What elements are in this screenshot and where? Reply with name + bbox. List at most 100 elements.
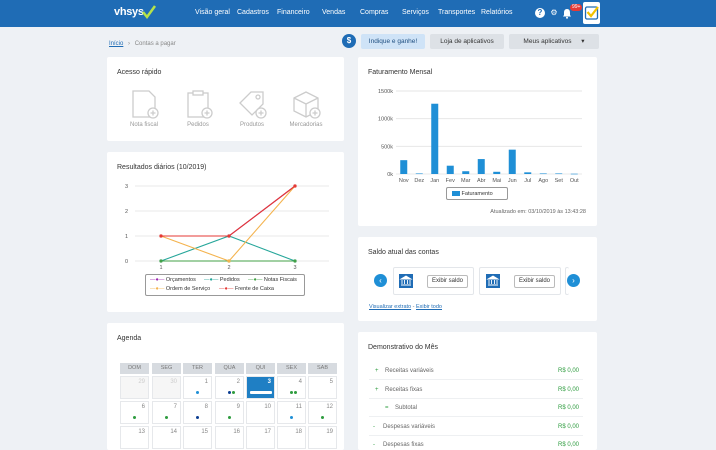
bar — [400, 160, 408, 174]
calendar-day[interactable]: 10 — [246, 401, 275, 424]
bar — [431, 103, 439, 174]
demonstrativo-row[interactable]: + Receitas variáveis R$ 0,00 — [369, 363, 583, 380]
nav-cadastros[interactable]: Cadastros — [237, 9, 269, 16]
legend-orcamentos[interactable]: —●— Orçamentos — [150, 277, 196, 283]
exibir-todo-link[interactable]: Exibir todo — [416, 304, 442, 310]
calendar-day[interactable]: 9 — [215, 401, 244, 424]
row-bullet: = — [385, 405, 389, 411]
demonstrativo-title: Demonstrativo do Mês — [368, 344, 439, 351]
legend-pedidos[interactable]: —●— Pedidos — [204, 277, 240, 283]
calendar-day-number: 9 — [236, 404, 240, 410]
bar — [462, 171, 470, 174]
calendar-day[interactable]: 6 — [120, 401, 149, 424]
avatar-check-icon — [584, 6, 599, 20]
calendar-day[interactable]: 8 — [183, 401, 212, 424]
help-icon[interactable]: ? — [535, 8, 545, 18]
calendar-event-dot — [165, 416, 168, 419]
nav-vendas[interactable]: Vendas — [322, 9, 346, 16]
quick-nota-fiscal[interactable]: Nota fiscal — [124, 89, 164, 128]
quick-produtos[interactable]: Produtos — [232, 89, 272, 128]
invoice-icon — [132, 90, 159, 119]
calendar-day[interactable]: 11 — [277, 401, 306, 424]
indique-button[interactable]: Indique e ganhe! — [361, 34, 425, 49]
calendar-day[interactable]: 14 — [152, 426, 181, 449]
meus-aplicativos-button[interactable]: Meus aplicativos ▾ — [509, 34, 599, 49]
legend-ordem-servico[interactable]: —●— Ordem de Serviço — [150, 286, 211, 292]
saldo-next-button[interactable]: › — [567, 274, 580, 287]
legend-faturamento-label: Faturamento — [461, 191, 493, 197]
loja-aplicativos-button[interactable]: Loja de aplicativos — [430, 34, 504, 49]
demonstrativo-row[interactable]: - Despesas fixas R$ 0,00 — [369, 437, 583, 450]
row-bullet: - — [373, 424, 375, 430]
data-point — [227, 234, 231, 238]
calendar-day[interactable]: 16 — [215, 426, 244, 449]
calendar-day[interactable]: 13 — [120, 426, 149, 449]
exibir-saldo-button-1[interactable]: Exibir saldo — [427, 275, 469, 288]
row-bullet: + — [375, 368, 379, 374]
nav-visao-geral[interactable]: Visão geral — [195, 9, 230, 16]
calendar-weekday: SEG — [152, 363, 181, 374]
dollar-button[interactable]: $ — [342, 34, 356, 48]
legend-frente-caixa[interactable]: —●— Frente de Caixa — [219, 286, 274, 292]
nav-compras[interactable]: Compras — [360, 9, 389, 16]
bar — [446, 165, 454, 174]
calendar-day[interactable]: 4 — [277, 376, 306, 399]
y-tick-label: 0k — [387, 172, 393, 178]
calendar-event-marker[interactable] — [250, 391, 272, 394]
visualizar-extrato-link[interactable]: Visualizar extrato — [369, 304, 412, 310]
calendar-day[interactable]: 29 — [120, 376, 149, 399]
y-tick-label: 1000k — [378, 117, 393, 123]
calendar-day[interactable]: 12 — [308, 401, 337, 424]
x-tick-label: Jan — [430, 178, 439, 184]
bar — [508, 149, 516, 174]
nav-relatorios[interactable]: Relatórios — [481, 9, 513, 16]
faturamento-title: Faturamento Mensal — [368, 69, 433, 76]
x-tick-label: Dez — [414, 178, 424, 184]
calendar-day-number: 18 — [295, 429, 302, 435]
top-navbar: vhsys Visão geral Cadastros Financeiro V… — [0, 0, 716, 27]
calendar-day[interactable]: 3 — [246, 376, 275, 399]
demonstrativo-row[interactable]: = Subtotal R$ 0,00 — [369, 400, 583, 417]
breadcrumb-home[interactable]: Início — [109, 41, 124, 47]
calendar-day[interactable]: 2 — [215, 376, 244, 399]
calendar-day[interactable]: 7 — [152, 401, 181, 424]
nav-transportes[interactable]: Transportes — [438, 9, 476, 16]
legend-pedidos-label: Pedidos — [219, 277, 240, 283]
data-point — [293, 259, 297, 263]
acesso-rapido-title: Acesso rápido — [117, 69, 162, 76]
bell-icon[interactable] — [562, 8, 572, 19]
calendar-day-number: 29 — [138, 379, 145, 385]
calendar-day-number: 3 — [267, 379, 271, 385]
demonstrativo-row[interactable]: + Receitas fixas R$ 0,00 — [369, 382, 583, 399]
calendar-day-number: 19 — [326, 429, 333, 435]
avatar[interactable] — [583, 2, 600, 24]
brand-logo[interactable]: vhsys — [114, 6, 144, 18]
bar — [555, 173, 563, 175]
bar — [477, 159, 485, 174]
legend-faturamento-swatch — [452, 191, 460, 197]
calendar-day[interactable]: 19 — [308, 426, 337, 449]
x-tick-label: Out — [570, 178, 579, 184]
calendar-event-dot — [133, 416, 136, 419]
demonstrativo-row[interactable]: - Despesas variáveis R$ 0,00 — [369, 419, 583, 436]
nav-financeiro[interactable]: Financeiro — [277, 9, 310, 16]
quick-pedidos[interactable]: Pedidos — [178, 89, 218, 128]
faturamento-legend[interactable]: Faturamento — [446, 187, 508, 200]
calendar-day[interactable]: 5 — [308, 376, 337, 399]
calendar-day[interactable]: 30 — [152, 376, 181, 399]
saldo-prev-button[interactable]: ‹ — [374, 274, 387, 287]
exibir-saldo-button-2[interactable]: Exibir saldo — [514, 275, 556, 288]
calendar-day[interactable]: 15 — [183, 426, 212, 449]
nav-servicos[interactable]: Serviços — [402, 9, 429, 16]
agenda-card: Agenda DOM SEG TER QUA QUI SEX SAB 29 30 1 2 3 4 5 6 7 8… — [107, 323, 344, 450]
faturamento-card: Faturamento Mensal 0k 500k 1000k 1500k Nov De… — [358, 57, 597, 226]
calendar-day[interactable]: 17 — [246, 426, 275, 449]
calendar-event-dot — [196, 416, 199, 419]
row-value: R$ 0,00 — [557, 424, 579, 430]
calendar-day[interactable]: 1 — [183, 376, 212, 399]
calendar-event-dot — [196, 391, 199, 394]
gear-icon[interactable]: ⚙ — [550, 8, 558, 17]
quick-mercadorias[interactable]: Mercadorias — [286, 89, 326, 128]
legend-notas-fiscais[interactable]: —●— Notas Fiscais — [248, 277, 297, 283]
calendar-day[interactable]: 18 — [277, 426, 306, 449]
